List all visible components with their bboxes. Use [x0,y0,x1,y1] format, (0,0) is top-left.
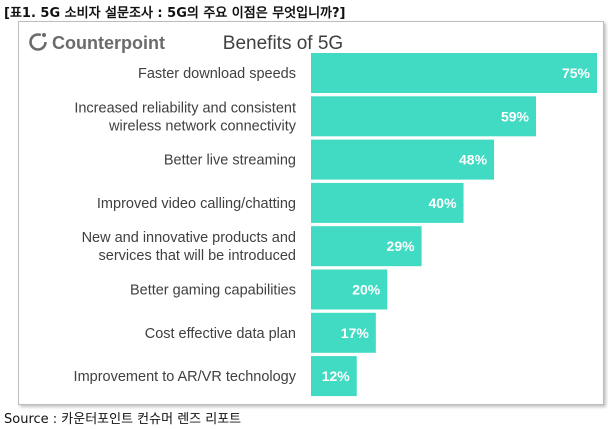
source-note: Source : 카운터포인트 컨슈머 렌즈 리포트 [4,412,242,427]
category-label-2-line-1: Increased reliability and consistent [74,100,296,116]
category-label-5-line-1: New and innovative products and [82,230,296,246]
bar-6 [311,269,388,310]
bar-3 [311,139,495,180]
bar-2 [311,96,536,137]
chart-title: Benefits of 5G [223,33,343,54]
counterpoint-logo-dot [42,33,46,37]
category-label-8: Improvement to AR/VR technology [74,369,297,385]
bar-5 [311,226,422,267]
category-label-3: Better live streaming [164,153,296,169]
bar-7 [311,312,376,353]
bar-value-label-6: 20% [352,282,381,298]
category-label-6: Better gaming capabilities [130,283,296,299]
brand-name: Counterpoint [52,33,165,53]
category-label-7: Cost effective data plan [145,326,296,342]
category-label-5-line-2: services that will be introduced [99,248,296,264]
bar-value-label-5: 29% [387,238,416,254]
bar-value-label-1: 75% [562,65,591,81]
counterpoint-logo: Counterpoint [29,33,165,53]
category-label-4: Improved video calling/chatting [97,196,296,212]
bar-value-label-2: 59% [501,108,530,124]
category-label-2-line-2: wireless network connectivity [108,118,297,134]
bar-value-label-4: 40% [429,195,458,211]
chart: Counterpoint Benefits of 5G 75% Faster do… [29,33,597,397]
counterpoint-logo-icon [29,33,47,51]
bar-1 [311,53,597,93]
bar-value-label-8: 12% [322,368,351,384]
chart-panel: Counterpoint Benefits of 5G 75% Faster do… [18,21,604,405]
bar-value-label-7: 17% [341,325,370,341]
bar-4 [311,182,464,223]
bar-8 [311,356,357,397]
bar-value-label-3: 48% [459,152,488,168]
figure-caption: [표1. 5G 소비자 설문조사 : 5G의 주요 이점은 무엇입니까?] [4,6,346,21]
category-label-1: Faster download speeds [138,66,296,82]
bars-group: 75% Faster download speeds 59% Increased re… [74,53,597,397]
